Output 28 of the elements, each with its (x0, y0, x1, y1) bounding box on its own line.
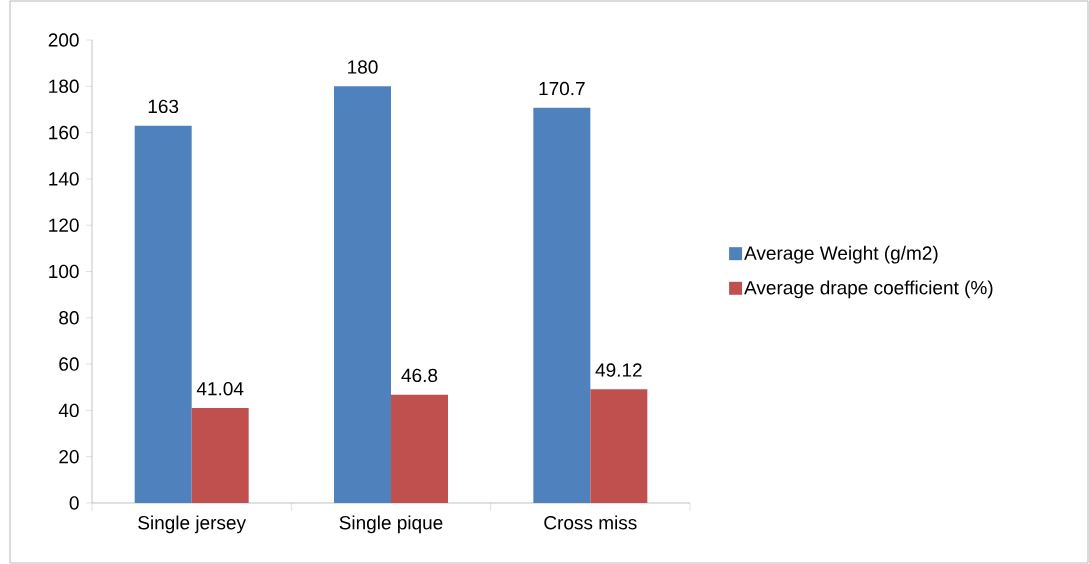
y-tick-label: 180 (49, 79, 79, 94)
y-tick-label: 200 (48, 33, 79, 47)
data-label: 46.8 (401, 368, 438, 383)
x-tick-label: Single jersey (138, 515, 246, 534)
bar (391, 394, 449, 503)
data-label: 41.04 (196, 381, 244, 396)
bar (191, 407, 249, 503)
x-tick-label: Cross miss (544, 515, 637, 530)
bar (590, 389, 648, 503)
bar (533, 107, 591, 503)
legend-label: Average Weight (g/m2) (744, 245, 938, 264)
y-tick-label: 60 (59, 357, 79, 371)
y-tick-label: 20 (59, 449, 79, 464)
y-tick-label: 160 (49, 125, 79, 140)
data-label: 163 (148, 99, 179, 114)
y-tick-label: 80 (59, 311, 79, 325)
y-tick-label: 100 (49, 264, 79, 279)
data-label: 49.12 (595, 363, 642, 377)
data-label: 170.7 (539, 81, 585, 96)
y-tick-label: 0 (69, 496, 79, 510)
y-tick-label: 40 (58, 403, 79, 418)
data-label: 180 (348, 60, 378, 74)
y-tick-label: 140 (49, 172, 79, 186)
y-tick-label: 120 (49, 218, 79, 232)
legend-label: Average drape coefficient (%) (744, 280, 993, 299)
x-tick-label: Single pique (339, 515, 443, 534)
bar (334, 86, 392, 503)
bar (134, 125, 192, 503)
